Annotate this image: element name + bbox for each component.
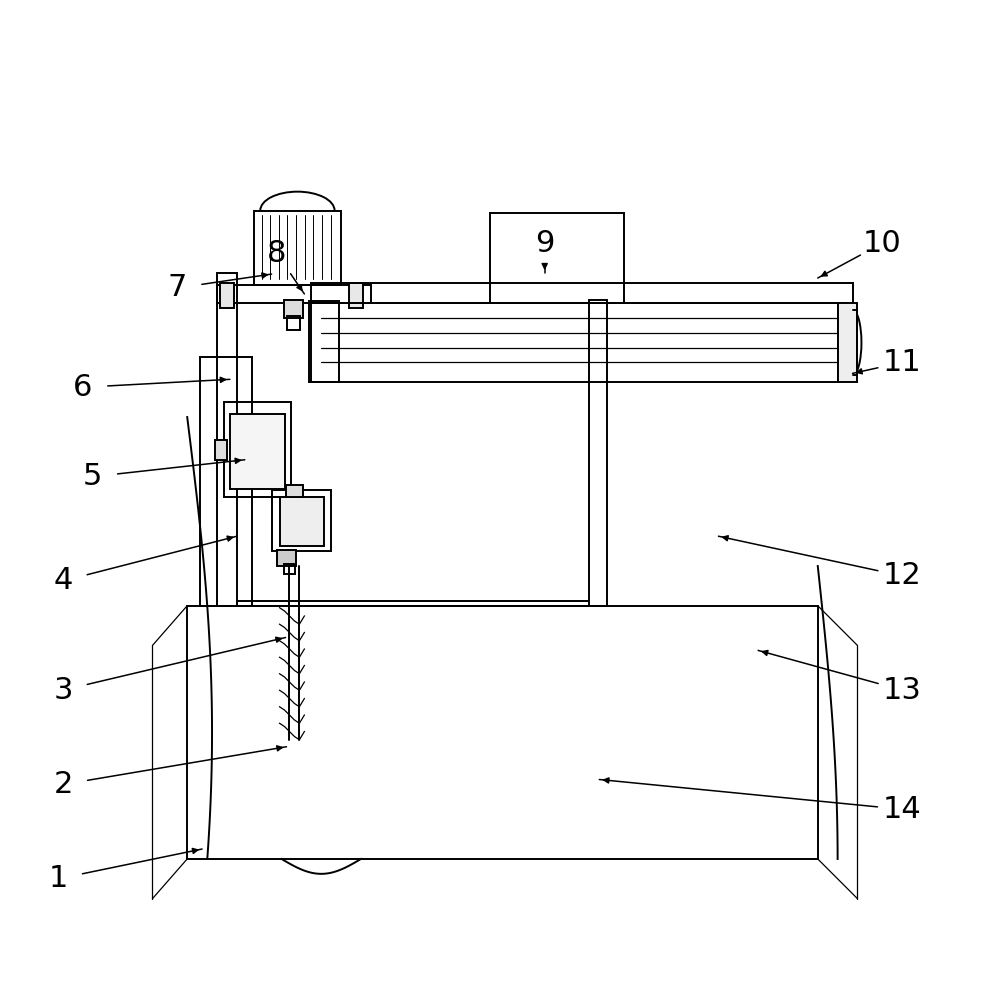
Bar [284,564,295,574]
Text: 2: 2 [53,770,73,799]
Bar [217,273,237,606]
Bar [280,496,324,546]
Text: 1: 1 [48,864,68,894]
Bar [254,211,341,285]
Bar [349,283,363,308]
Text: 9: 9 [535,228,554,258]
Bar [287,316,300,330]
Text: 4: 4 [53,566,73,596]
Bar [277,550,296,566]
Text: 13: 13 [883,675,922,705]
Bar [311,283,853,303]
Bar [217,285,371,303]
Bar [589,300,607,606]
Bar [215,440,227,460]
Text: 3: 3 [53,675,73,705]
Bar [311,303,838,382]
Bar [220,283,234,308]
Text: 7: 7 [168,273,187,303]
Bar [286,485,303,496]
Text: 14: 14 [883,794,922,824]
Bar [490,213,624,303]
Text: 12: 12 [883,561,922,591]
Bar [284,300,303,318]
Text: 11: 11 [883,348,922,377]
Text: 8: 8 [267,238,286,268]
Bar [230,414,285,489]
Text: 10: 10 [863,228,902,258]
Bar [272,490,331,551]
Bar [200,357,252,606]
Text: 5: 5 [83,462,103,492]
Bar [224,402,291,496]
Bar [838,303,857,382]
Text: 6: 6 [73,372,93,402]
Bar [309,301,339,382]
